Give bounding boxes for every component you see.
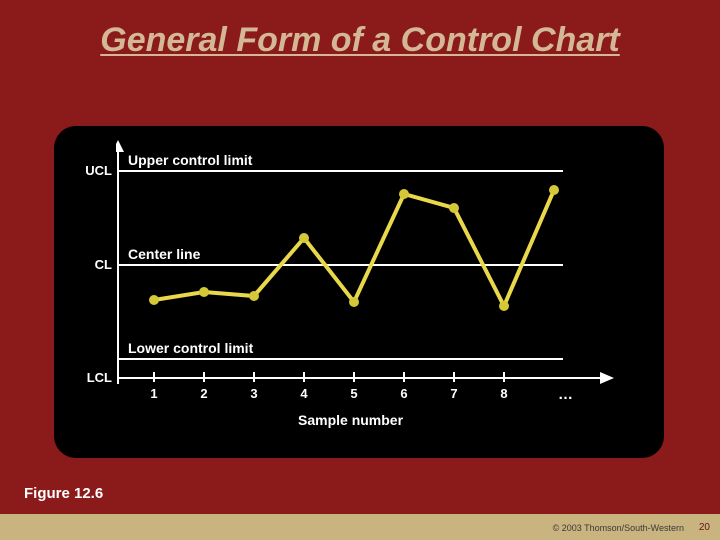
data-point [549,185,559,195]
copyright-text: © 2003 Thomson/South-Western [553,523,684,533]
x-tick [253,372,255,382]
page-number: 20 [699,522,710,533]
x-tick [503,372,505,382]
footer-strip: © 2003 Thomson/South-Western 20 [0,514,720,540]
slide-title: General Form of a Control Chart [0,0,720,67]
figure-caption: Figure 12.6 [24,485,103,502]
x-tick [453,372,455,382]
x-tick [303,372,305,382]
plot-area: UCL Upper control limit CL Center line L… [118,146,640,422]
cl-label-left: CL [56,257,112,272]
x-ellipsis: … [558,386,573,403]
data-point [249,291,259,301]
x-tick [153,372,155,382]
data-series [118,146,640,422]
data-point [499,301,509,311]
x-tick-label: 8 [494,386,514,401]
data-point [199,287,209,297]
ucl-label-left: UCL [56,163,112,178]
data-point [149,295,159,305]
x-tick-label: 5 [344,386,364,401]
x-axis-label: Sample number [298,412,403,428]
x-tick-label: 3 [244,386,264,401]
slide: General Form of a Control Chart UCL Uppe… [0,0,720,540]
x-tick-label: 4 [294,386,314,401]
data-point [399,189,409,199]
x-tick [203,372,205,382]
x-tick-label: 6 [394,386,414,401]
x-tick-label: 1 [144,386,164,401]
x-tick [403,372,405,382]
data-point [449,203,459,213]
x-tick [353,372,355,382]
chart-panel: UCL Upper control limit CL Center line L… [54,126,664,458]
x-tick-label: 7 [444,386,464,401]
data-point [299,233,309,243]
x-tick-label: 2 [194,386,214,401]
data-point [349,297,359,307]
lcl-label-left: LCL [56,370,112,385]
